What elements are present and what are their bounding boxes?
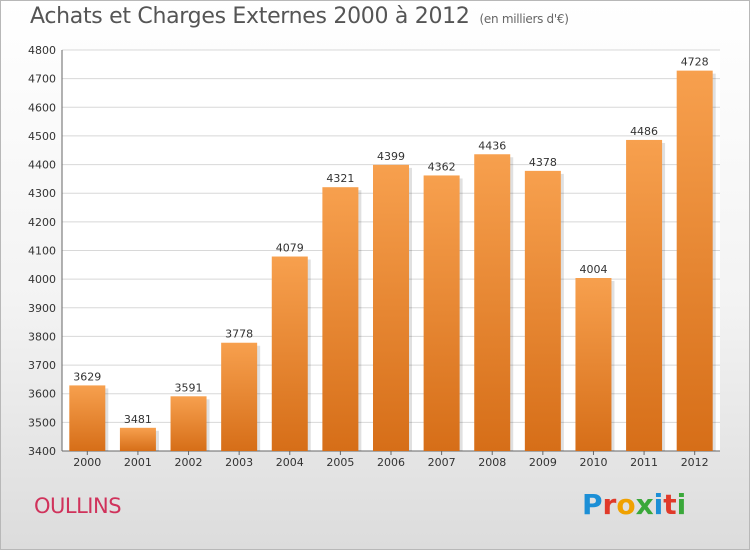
bar	[170, 396, 207, 451]
y-tick-label: 4500	[28, 130, 56, 143]
logo-letter: r	[602, 488, 617, 521]
x-tick-label: 2011	[630, 456, 658, 469]
logo-letter: t	[663, 488, 677, 521]
x-tick-label: 2000	[73, 456, 101, 469]
logo-letter: i	[676, 488, 687, 521]
y-tick-label: 4000	[28, 273, 56, 286]
data-label: 4004	[579, 263, 607, 276]
x-tick-label: 2010	[579, 456, 607, 469]
proxiti-logo: Proxiti	[582, 488, 686, 521]
data-label: 4728	[681, 56, 709, 69]
y-tick-label: 4600	[28, 101, 56, 114]
x-tick-label: 2005	[326, 456, 354, 469]
logo-letter: x	[635, 488, 654, 521]
y-tick-label: 4700	[28, 73, 56, 86]
data-label: 4399	[377, 150, 405, 163]
x-tick-label: 2003	[225, 456, 253, 469]
y-tick-label: 3400	[28, 445, 56, 458]
data-label: 4362	[428, 160, 456, 173]
bar	[676, 70, 713, 451]
x-tick-label: 2009	[529, 456, 557, 469]
x-tick-label: 2004	[276, 456, 304, 469]
bar	[69, 385, 106, 451]
x-tick-label: 2007	[428, 456, 456, 469]
data-label: 4079	[276, 242, 304, 255]
chart-subtitle: (en milliers d'€)	[479, 12, 569, 26]
bar	[119, 427, 156, 451]
y-tick-label: 4400	[28, 159, 56, 172]
data-label: 3481	[124, 413, 152, 426]
city-name: OULLINS	[34, 494, 122, 518]
y-tick-label: 4800	[28, 44, 56, 57]
x-tick-label: 2001	[124, 456, 152, 469]
y-tick-label: 4200	[28, 216, 56, 229]
logo-letter: o	[616, 488, 636, 521]
data-label: 3778	[225, 328, 253, 341]
y-tick-label: 3800	[28, 330, 56, 343]
y-tick-label: 3600	[28, 388, 56, 401]
data-label: 4321	[326, 172, 354, 185]
bar	[271, 256, 308, 451]
x-tick-label: 2006	[377, 456, 405, 469]
x-tick-label: 2002	[175, 456, 203, 469]
y-tick-label: 3700	[28, 359, 56, 372]
bar	[575, 277, 612, 451]
bar	[524, 170, 561, 451]
logo-letter: i	[653, 488, 664, 521]
y-tick-label: 3500	[28, 416, 56, 429]
bar	[221, 342, 258, 451]
bar	[626, 139, 663, 451]
data-label: 4378	[529, 156, 557, 169]
title-text: Achats et Charges Externes 2000 à 2012	[30, 4, 470, 29]
x-tick-label: 2012	[681, 456, 709, 469]
y-tick-label: 4300	[28, 187, 56, 200]
y-tick-label: 3900	[28, 302, 56, 315]
x-tick-label: 2008	[478, 456, 506, 469]
data-label: 4436	[478, 139, 506, 152]
bar	[373, 164, 409, 452]
chart-title: Achats et Charges Externes 2000 à 2012 (e…	[30, 4, 569, 29]
y-tick-label: 4100	[28, 245, 56, 258]
bar	[423, 175, 460, 451]
data-label: 3629	[73, 370, 101, 383]
data-label: 4486	[630, 125, 658, 138]
data-label: 3591	[175, 381, 203, 394]
bar	[322, 187, 359, 451]
bar	[474, 154, 511, 451]
logo-letter: P	[582, 488, 603, 521]
